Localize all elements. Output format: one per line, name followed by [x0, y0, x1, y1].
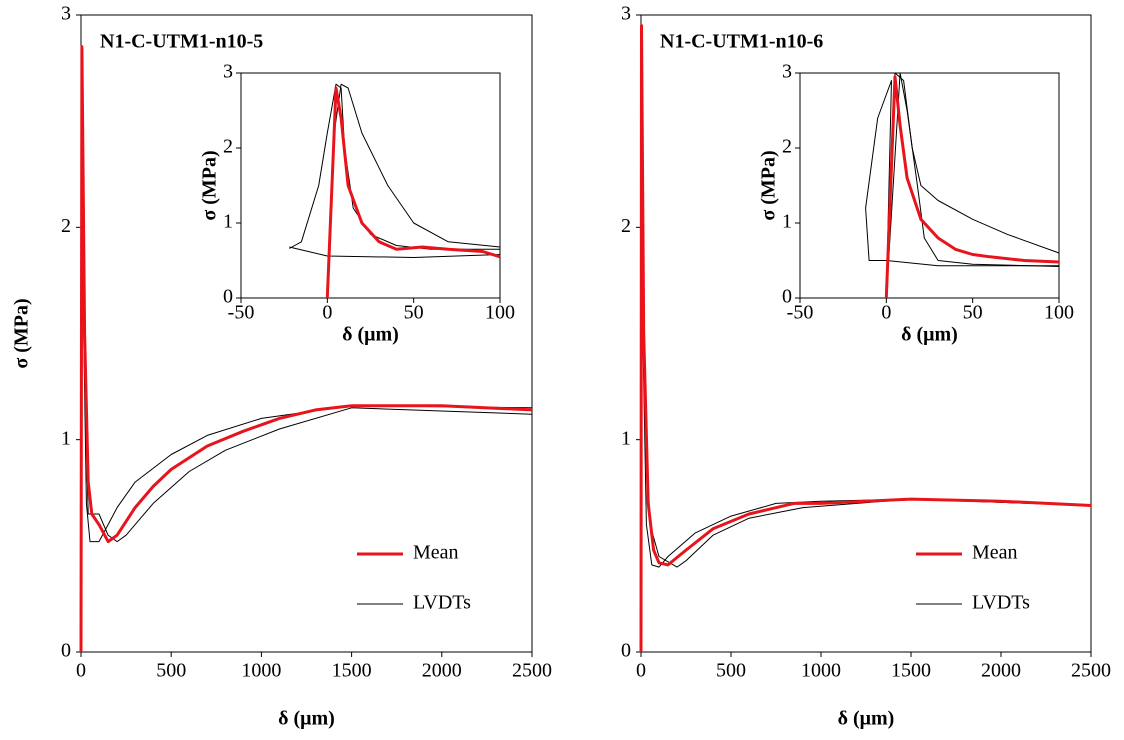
chart-title: N1-C-UTM1-n10-6 — [660, 31, 823, 53]
x-tick-label: 1500 — [891, 660, 931, 682]
x-tick-label: 2000 — [981, 660, 1021, 682]
plot-frame — [640, 14, 1092, 653]
data-line — [885, 72, 1060, 299]
chart-title: N1-C-UTM1-n10-5 — [100, 31, 263, 53]
x-tick-label: 50 — [963, 302, 983, 324]
legend-label: LVDTs — [972, 592, 1030, 614]
legend-label: Mean — [972, 542, 1018, 564]
data-line — [79, 45, 533, 653]
data-line — [325, 86, 501, 299]
y-tick-label: 0 — [223, 286, 233, 308]
data-line — [289, 83, 500, 250]
data-line — [326, 83, 501, 299]
x-tick-label: 1000 — [241, 660, 281, 682]
x-tick-label: 2500 — [1071, 660, 1111, 682]
inset-frame — [240, 72, 501, 299]
x-axis-label: δ (μm) — [342, 324, 399, 346]
x-tick-label: 2000 — [422, 660, 462, 682]
x-tick-label: -50 — [787, 302, 814, 324]
y-tick-label: 3 — [621, 3, 631, 25]
x-axis-label: δ (μm) — [278, 708, 335, 730]
y-tick-label: 1 — [621, 427, 631, 449]
x-tick-label: 500 — [156, 660, 186, 682]
y-tick-label: 2 — [621, 215, 631, 237]
x-tick-label: 0 — [636, 660, 646, 682]
y-tick-label: 0 — [61, 640, 71, 662]
x-tick-label: 1500 — [332, 660, 372, 682]
data-line — [885, 72, 1060, 299]
data-line — [80, 46, 533, 653]
x-tick-label: 0 — [881, 302, 891, 324]
x-tick-label: 500 — [716, 660, 746, 682]
inset-frame — [799, 72, 1060, 299]
y-axis-label: σ (MPa) — [199, 150, 221, 220]
y-tick-label: 2 — [61, 215, 71, 237]
data-line — [289, 246, 501, 258]
y-tick-label: 3 — [782, 61, 792, 83]
x-tick-label: 1000 — [801, 660, 841, 682]
y-tick-label: 1 — [61, 427, 71, 449]
data-line — [884, 75, 1060, 299]
y-tick-label: 0 — [621, 640, 631, 662]
x-axis-label: δ (μm) — [901, 324, 958, 346]
y-tick-label: 3 — [223, 61, 233, 83]
x-tick-label: 50 — [404, 302, 424, 324]
plot-frame — [80, 14, 533, 653]
data-line — [80, 57, 533, 653]
legend-label: LVDTs — [413, 592, 471, 614]
x-tick-label: -50 — [228, 302, 255, 324]
y-tick-label: 2 — [782, 136, 792, 158]
x-tick-label: 100 — [1044, 302, 1074, 324]
y-axis-label: σ (MPa) — [11, 298, 33, 368]
y-tick-label: 0 — [782, 286, 792, 308]
y-axis-label: σ (MPa) — [758, 150, 780, 220]
y-tick-label: 3 — [61, 3, 71, 25]
legend-label: Mean — [413, 542, 459, 564]
data-line — [865, 80, 1059, 299]
data-line — [640, 35, 1092, 653]
y-tick-label: 2 — [223, 136, 233, 158]
x-axis-label: δ (μm) — [838, 708, 895, 730]
x-tick-label: 0 — [322, 302, 332, 324]
data-line — [640, 25, 1092, 653]
x-tick-label: 100 — [485, 302, 515, 324]
data-line — [639, 24, 1092, 653]
x-tick-label: 2500 — [512, 660, 552, 682]
y-tick-label: 1 — [223, 211, 233, 233]
x-tick-label: 0 — [76, 660, 86, 682]
y-tick-label: 1 — [782, 211, 792, 233]
